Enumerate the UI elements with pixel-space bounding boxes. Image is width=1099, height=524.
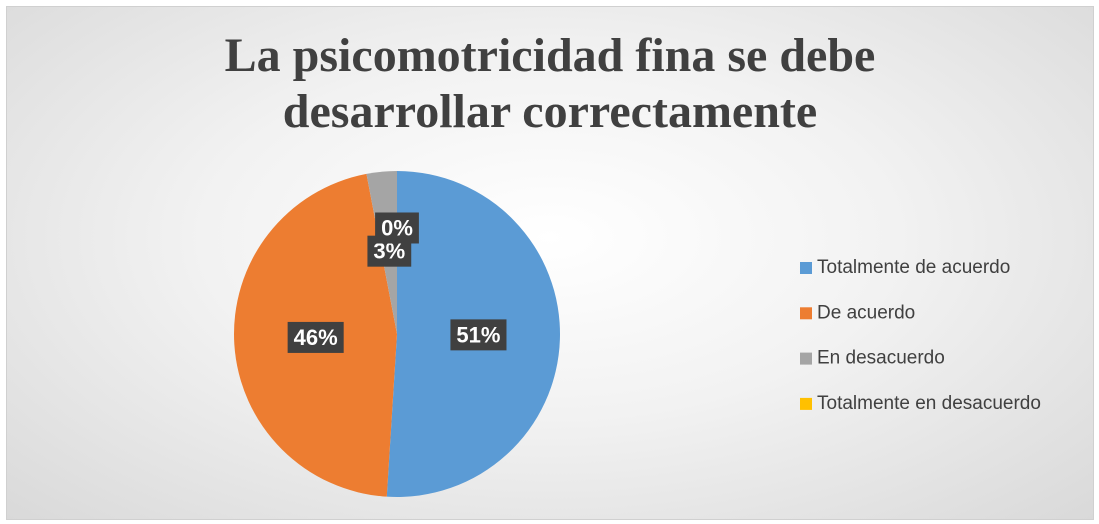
data-label-box bbox=[375, 212, 419, 244]
legend-swatch bbox=[800, 262, 812, 274]
chart-title: La psicomotricidad fina se debe desarrol… bbox=[224, 29, 876, 138]
legend-swatch bbox=[800, 307, 812, 320]
data-label: 51% bbox=[456, 322, 500, 347]
data-label: 46% bbox=[294, 325, 338, 350]
legend-label: Totalmente en desacuerdo bbox=[817, 393, 1041, 414]
chart-area bbox=[6, 6, 1094, 520]
data-label-box bbox=[287, 321, 344, 353]
legend-label: De acuerdo bbox=[817, 302, 915, 323]
legend-swatch bbox=[800, 397, 812, 410]
data-label: 0% bbox=[381, 215, 413, 240]
legend-label: En desacuerdo bbox=[817, 348, 945, 369]
legend-label: Totalmente de acuerdo bbox=[817, 257, 1010, 278]
legend-swatch bbox=[800, 352, 812, 365]
data-label-box bbox=[450, 319, 507, 351]
